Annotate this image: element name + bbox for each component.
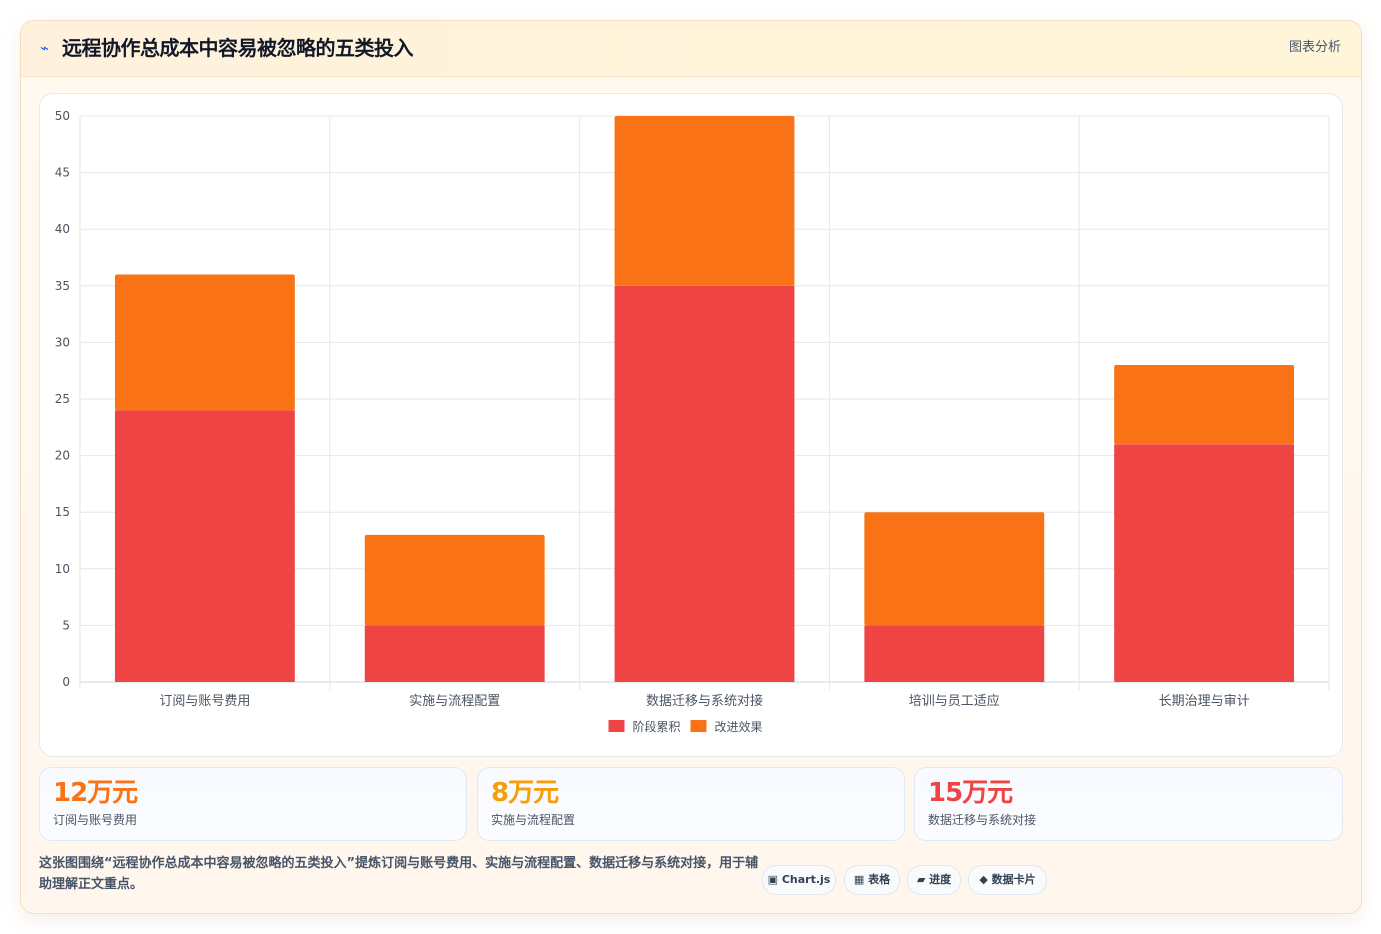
bar-segment — [1114, 444, 1295, 682]
y-tick-label: 15 — [55, 505, 70, 519]
y-tick-label: 30 — [55, 335, 70, 349]
y-tick-label: 40 — [55, 222, 70, 236]
tag-chartjs[interactable]: ▣ Chart.js — [762, 865, 836, 895]
y-tick-label: 35 — [55, 279, 70, 293]
card-header: ⌁ 远程协作总成本中容易被忽略的五类投入 图表分析 — [21, 21, 1361, 77]
y-tick-label: 5 — [62, 618, 70, 632]
chart-panel: 0 5 10 15 20 25 30 35 40 45 50 订阅与账号费用 实施与流程配置 数据迁移与系… — [39, 93, 1343, 757]
x-tick-label: 培训与员工适应 — [909, 693, 1000, 709]
legend-label: 改进效果 — [715, 719, 763, 734]
bar-segment — [364, 534, 545, 626]
chart-description: 这张图围绕“远程协作总成本中容易被忽略的五类投入”提炼订阅与账号费用、实施与流程… — [39, 856, 759, 892]
bar-segment — [864, 512, 1045, 626]
y-tick-label: 25 — [55, 392, 70, 406]
bar-segment — [114, 410, 295, 682]
stat-card-3: 15万元 数据迁移与系统对接 — [914, 767, 1343, 841]
stat-label: 实施与流程配置 — [491, 813, 576, 827]
stat-label: 数据迁移与系统对接 — [928, 813, 1037, 827]
y-tick-label: 45 — [55, 166, 70, 180]
stacked-bar-chart: 0 5 10 15 20 25 30 35 40 45 50 订阅与账号费用 实施与流程配置 数据迁移与系… — [55, 109, 1330, 734]
bar-segment — [614, 116, 795, 286]
stat-label: 订阅与账号费用 — [53, 813, 138, 827]
chart-card: ⌁ 远程协作总成本中容易被忽略的五类投入 图表分析 0 5 10 15 20 25 30 35… — [20, 20, 1362, 914]
legend-label: 阶段累积 — [633, 719, 681, 734]
tag-data-card[interactable]: ◆ 数据卡片 — [968, 865, 1047, 895]
x-tick-label: 长期治理与审计 — [1159, 694, 1250, 709]
x-tick-label: 订阅与账号费用 — [159, 694, 250, 709]
chart-title: 远程协作总成本中容易被忽略的五类投入 — [62, 36, 414, 60]
bar-segment — [864, 625, 1045, 682]
y-tick-label: 10 — [55, 562, 70, 576]
y-tick-label: 20 — [55, 449, 70, 463]
chart-analysis-tag: 图表分析 — [1288, 40, 1341, 55]
x-tick-label: 实施与流程配置 — [409, 694, 500, 709]
bar-segment — [1114, 365, 1295, 445]
bar-segment — [114, 274, 295, 411]
lightning-icon: ⌁ — [40, 39, 50, 57]
y-tick-label: 50 — [55, 109, 70, 123]
legend-swatch — [690, 720, 707, 732]
legend-swatch — [608, 720, 625, 732]
bar-segment — [614, 285, 795, 682]
stat-value: 8万元 — [491, 778, 559, 808]
tag-table[interactable]: ▦ 表格 — [844, 865, 900, 895]
stat-card-1: 12万元 订阅与账号费用 — [39, 767, 467, 841]
x-tick-label: 数据迁移与系统对接 — [646, 693, 763, 709]
stat-value: 15万元 — [928, 778, 1013, 808]
bar-segment — [364, 625, 545, 682]
stat-card-2: 8万元 实施与流程配置 — [477, 767, 905, 841]
stat-value: 12万元 — [53, 778, 138, 808]
y-tick-label: 0 — [62, 675, 70, 689]
tag-progress[interactable]: ▰ 进度 — [907, 865, 961, 895]
